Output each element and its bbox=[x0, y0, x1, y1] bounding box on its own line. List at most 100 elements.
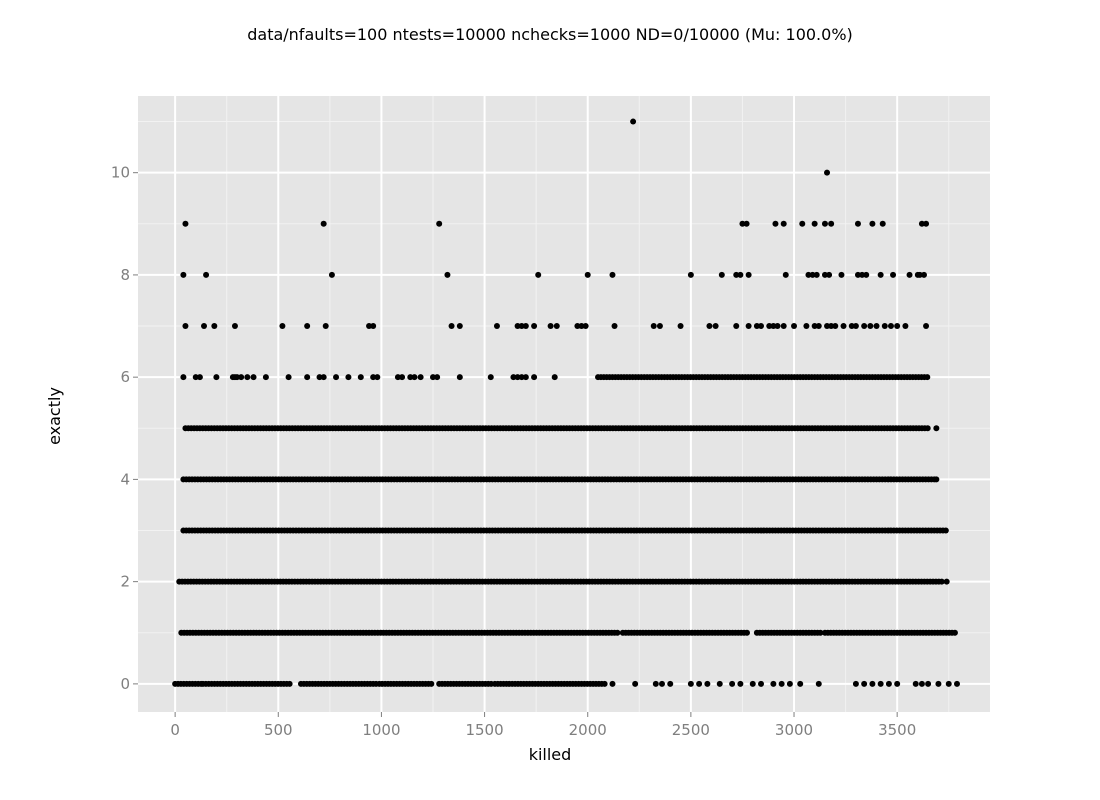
data-point bbox=[345, 374, 352, 381]
data-point bbox=[304, 374, 311, 381]
data-point bbox=[854, 220, 861, 227]
x-axis: 0 500 1000 1500 2000 2500 3000 3500 bbox=[170, 712, 916, 739]
data-point bbox=[687, 271, 694, 278]
data-point bbox=[923, 323, 930, 330]
data-point bbox=[531, 323, 538, 330]
data-point bbox=[601, 680, 608, 687]
data-point bbox=[444, 271, 451, 278]
data-point bbox=[611, 323, 618, 330]
data-point bbox=[885, 680, 892, 687]
data-point bbox=[180, 271, 187, 278]
data-point bbox=[203, 271, 210, 278]
data-point bbox=[859, 271, 866, 278]
data-point bbox=[828, 220, 835, 227]
data-point bbox=[244, 374, 251, 381]
data-point bbox=[811, 220, 818, 227]
data-point bbox=[877, 680, 884, 687]
data-point bbox=[656, 323, 663, 330]
data-point bbox=[739, 220, 746, 227]
data-point bbox=[770, 680, 777, 687]
data-point bbox=[799, 220, 806, 227]
data-point bbox=[873, 323, 880, 330]
data-point bbox=[924, 374, 931, 381]
data-point bbox=[786, 680, 793, 687]
data-point bbox=[938, 578, 945, 585]
data-point bbox=[650, 323, 657, 330]
data-point bbox=[518, 323, 525, 330]
data-point bbox=[514, 323, 521, 330]
chart-title: data/nfaults=100 ntests=10000 nchecks=10… bbox=[247, 25, 853, 44]
data-point bbox=[448, 323, 455, 330]
data-point bbox=[696, 680, 703, 687]
y-axis: 0 2 4 6 8 10 bbox=[111, 164, 138, 693]
data-point bbox=[811, 323, 818, 330]
data-points bbox=[172, 118, 960, 687]
data-point bbox=[531, 374, 538, 381]
data-point bbox=[493, 323, 500, 330]
data-point bbox=[772, 220, 779, 227]
data-point bbox=[890, 271, 897, 278]
data-point bbox=[861, 680, 868, 687]
data-point bbox=[614, 629, 621, 636]
plot-panel bbox=[138, 96, 990, 712]
data-point bbox=[743, 220, 750, 227]
data-point bbox=[609, 680, 616, 687]
data-point bbox=[749, 680, 756, 687]
data-point bbox=[745, 323, 752, 330]
y-tick-label: 4 bbox=[120, 470, 130, 488]
x-tick-label: 1500 bbox=[465, 721, 503, 739]
data-point bbox=[716, 680, 723, 687]
data-point bbox=[333, 374, 340, 381]
y-tick-label: 10 bbox=[111, 164, 130, 182]
y-tick-label: 2 bbox=[120, 573, 130, 591]
data-point bbox=[428, 680, 435, 687]
data-point bbox=[942, 527, 949, 534]
data-point bbox=[434, 374, 441, 381]
data-point bbox=[411, 374, 418, 381]
data-point bbox=[487, 374, 494, 381]
data-point bbox=[916, 271, 923, 278]
data-point bbox=[213, 374, 220, 381]
data-point bbox=[417, 374, 424, 381]
x-tick-label: 500 bbox=[264, 721, 293, 739]
data-point bbox=[924, 425, 931, 432]
data-point bbox=[652, 680, 659, 687]
x-tick-label: 2000 bbox=[569, 721, 607, 739]
data-point bbox=[366, 323, 373, 330]
data-point bbox=[706, 323, 713, 330]
data-point bbox=[582, 323, 589, 330]
data-point bbox=[906, 271, 913, 278]
data-point bbox=[578, 323, 585, 330]
data-point bbox=[815, 680, 822, 687]
data-point bbox=[574, 323, 581, 330]
data-point bbox=[945, 680, 952, 687]
data-point bbox=[861, 323, 868, 330]
data-point bbox=[879, 220, 886, 227]
data-point bbox=[869, 220, 876, 227]
data-point bbox=[869, 680, 876, 687]
y-axis-label: exactly bbox=[45, 387, 64, 445]
data-point bbox=[933, 476, 940, 483]
x-tick-label: 2500 bbox=[672, 721, 710, 739]
data-point bbox=[535, 271, 542, 278]
data-point bbox=[718, 271, 725, 278]
data-point bbox=[407, 374, 414, 381]
data-point bbox=[838, 271, 845, 278]
data-point bbox=[374, 374, 381, 381]
data-point bbox=[192, 374, 199, 381]
data-point bbox=[943, 578, 950, 585]
data-point bbox=[824, 169, 831, 176]
data-point bbox=[733, 323, 740, 330]
data-point bbox=[357, 374, 364, 381]
data-point bbox=[304, 323, 311, 330]
data-point bbox=[951, 629, 958, 636]
data-point bbox=[805, 271, 812, 278]
data-point bbox=[182, 323, 189, 330]
data-point bbox=[953, 680, 960, 687]
data-point bbox=[770, 323, 777, 330]
data-point bbox=[630, 118, 637, 125]
data-point bbox=[704, 680, 711, 687]
data-point bbox=[863, 271, 870, 278]
data-point bbox=[852, 680, 859, 687]
